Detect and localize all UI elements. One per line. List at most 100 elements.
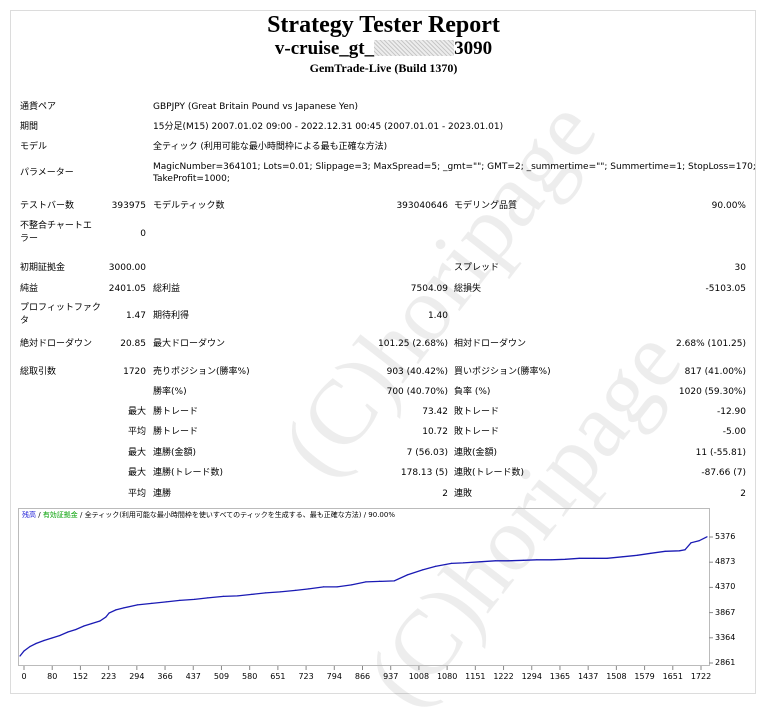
x-tick-label: 366 (157, 672, 173, 681)
spread-value: 30 (734, 263, 746, 273)
consec-wins-amount-value: 7 (56.03) (406, 448, 448, 458)
average-word-1: 平均 (127, 427, 146, 437)
consec-losses-trades-value: -87.66 (7) (701, 468, 746, 478)
balance-point (621, 556, 623, 558)
total-trades-value: 1720 (123, 367, 146, 377)
x-tick-label: 294 (129, 672, 145, 681)
balance-point (279, 591, 281, 593)
max-drawdown-label: 最大ドローダウン (153, 339, 226, 349)
model-label: モデル (20, 142, 48, 152)
balance-point (690, 542, 692, 544)
balance-point (222, 595, 224, 598)
balance-point (193, 598, 196, 601)
balance-point (706, 536, 708, 538)
gross-profit-value: 7504.09 (410, 284, 448, 294)
balance-point (650, 552, 652, 554)
spread-label: スプレッド (454, 263, 500, 273)
ea-name: v-cruise_gt_ 3090 (0, 38, 767, 60)
balance-point (123, 607, 125, 609)
quality-label: モデリング品質 (454, 201, 518, 211)
ea-name-suffix: 3090 (454, 38, 493, 59)
y-tick-label: 4873 (715, 557, 736, 567)
y-tick-label: 2861 (715, 658, 736, 667)
largest-word-1: 最大 (127, 407, 146, 417)
rel-drawdown-label: 相対ドローダウン (454, 339, 527, 349)
consec-wins-trades-label: 連勝(トレード数) (153, 468, 224, 478)
x-tick-label: 1294 (521, 672, 542, 681)
abs-drawdown-value: 20.85 (120, 339, 146, 349)
win-rate-value: 700 (40.70%) (386, 387, 448, 397)
balance-point (136, 604, 138, 606)
long-positions-value: 817 (41.00%) (684, 367, 746, 377)
balance-point (265, 592, 267, 594)
x-tick-label: 223 (100, 672, 117, 681)
period-label: 期間 (20, 122, 39, 132)
bars-label: テストバー数 (20, 201, 75, 211)
largest-win-value: 73.42 (422, 407, 448, 417)
x-tick-label: 1508 (606, 672, 627, 681)
consec-losses-amount-value: 11 (-55.81) (695, 448, 746, 458)
total-trades-label: 総取引数 (20, 367, 57, 377)
x-tick-label: 1008 (408, 672, 430, 681)
gross-loss-value: -5103.05 (705, 284, 746, 294)
x-tick-label: 437 (185, 672, 201, 681)
balance-point (393, 580, 395, 582)
balance-point (91, 622, 93, 625)
ticks-label: モデルティック数 (153, 201, 225, 211)
report-frame (10, 10, 756, 694)
balance-point (564, 558, 566, 560)
x-tick-label: 1651 (662, 672, 683, 681)
largest-win-label: 勝トレード (153, 407, 199, 417)
balance-series-line (19, 536, 708, 657)
server-build: GemTrade-Live (Build 1370) (309, 61, 458, 75)
average-loss-label: 敗トレード (454, 427, 500, 437)
balance-point (115, 609, 117, 611)
balance-point (578, 557, 580, 559)
balance-point (593, 557, 595, 559)
gross-profit-label: 総利益 (153, 284, 181, 294)
legend-balance: 残高 (22, 511, 36, 519)
balance-point (308, 588, 310, 590)
balance-point (151, 602, 153, 605)
largest-word-3: 最大 (127, 468, 146, 478)
balance-point (365, 581, 367, 583)
y-tick-label: 3867 (715, 607, 736, 617)
balance-point (406, 574, 408, 576)
balance-point (251, 593, 253, 596)
rel-drawdown-value: 2.68% (101.25) (676, 339, 746, 349)
params-label: パラメーター (20, 168, 74, 178)
report-title: Strategy Tester Report (267, 12, 500, 38)
mismatch-label-1: 不整合チャートエ (20, 221, 92, 231)
balance-point (237, 595, 239, 597)
consec-wins-trades-value: 178.13 (5) (400, 468, 448, 478)
balance-point (450, 562, 452, 565)
balance-point (323, 586, 325, 588)
balance-point (51, 637, 53, 639)
model-value: 全ティック (利用可能な最小時間枠による最も正確な方法) (153, 142, 388, 152)
balance-point (29, 645, 31, 648)
balance-point (165, 601, 167, 603)
balance-point (434, 565, 436, 568)
balance-point (19, 655, 21, 657)
max-drawdown-value: 101.25 (2.68%) (378, 339, 448, 349)
average-loss-value: -5.00 (722, 427, 746, 437)
params-line2: TakeProfit=1000; (153, 174, 230, 184)
x-tick-label: 937 (383, 672, 399, 681)
legend-desc: / 全ティック(利用可能な最小時間枠を使いすべてのティックを生成する、最も正確な… (77, 511, 395, 519)
largest-word-2: 最大 (127, 448, 146, 458)
win-rate-label: 勝率(%) (153, 387, 187, 397)
profit-factor-label-1: プロフィットファク (20, 303, 101, 313)
balance-point (350, 584, 353, 586)
balance-point (698, 540, 700, 542)
average-win-label: 勝トレード (153, 427, 199, 437)
net-profit-value: 2401.05 (108, 284, 146, 294)
balance-point (606, 557, 608, 559)
consec-wins-amount-label: 連勝(金額) (153, 448, 197, 458)
average-win-value: 10.72 (422, 427, 448, 437)
avg-consec-losses-value: 2 (740, 489, 746, 499)
net-profit-label: 純益 (20, 284, 39, 294)
balance-point (35, 642, 37, 645)
x-tick-label: 1080 (436, 672, 458, 681)
balance-point (522, 559, 524, 561)
balance-point (507, 560, 509, 562)
